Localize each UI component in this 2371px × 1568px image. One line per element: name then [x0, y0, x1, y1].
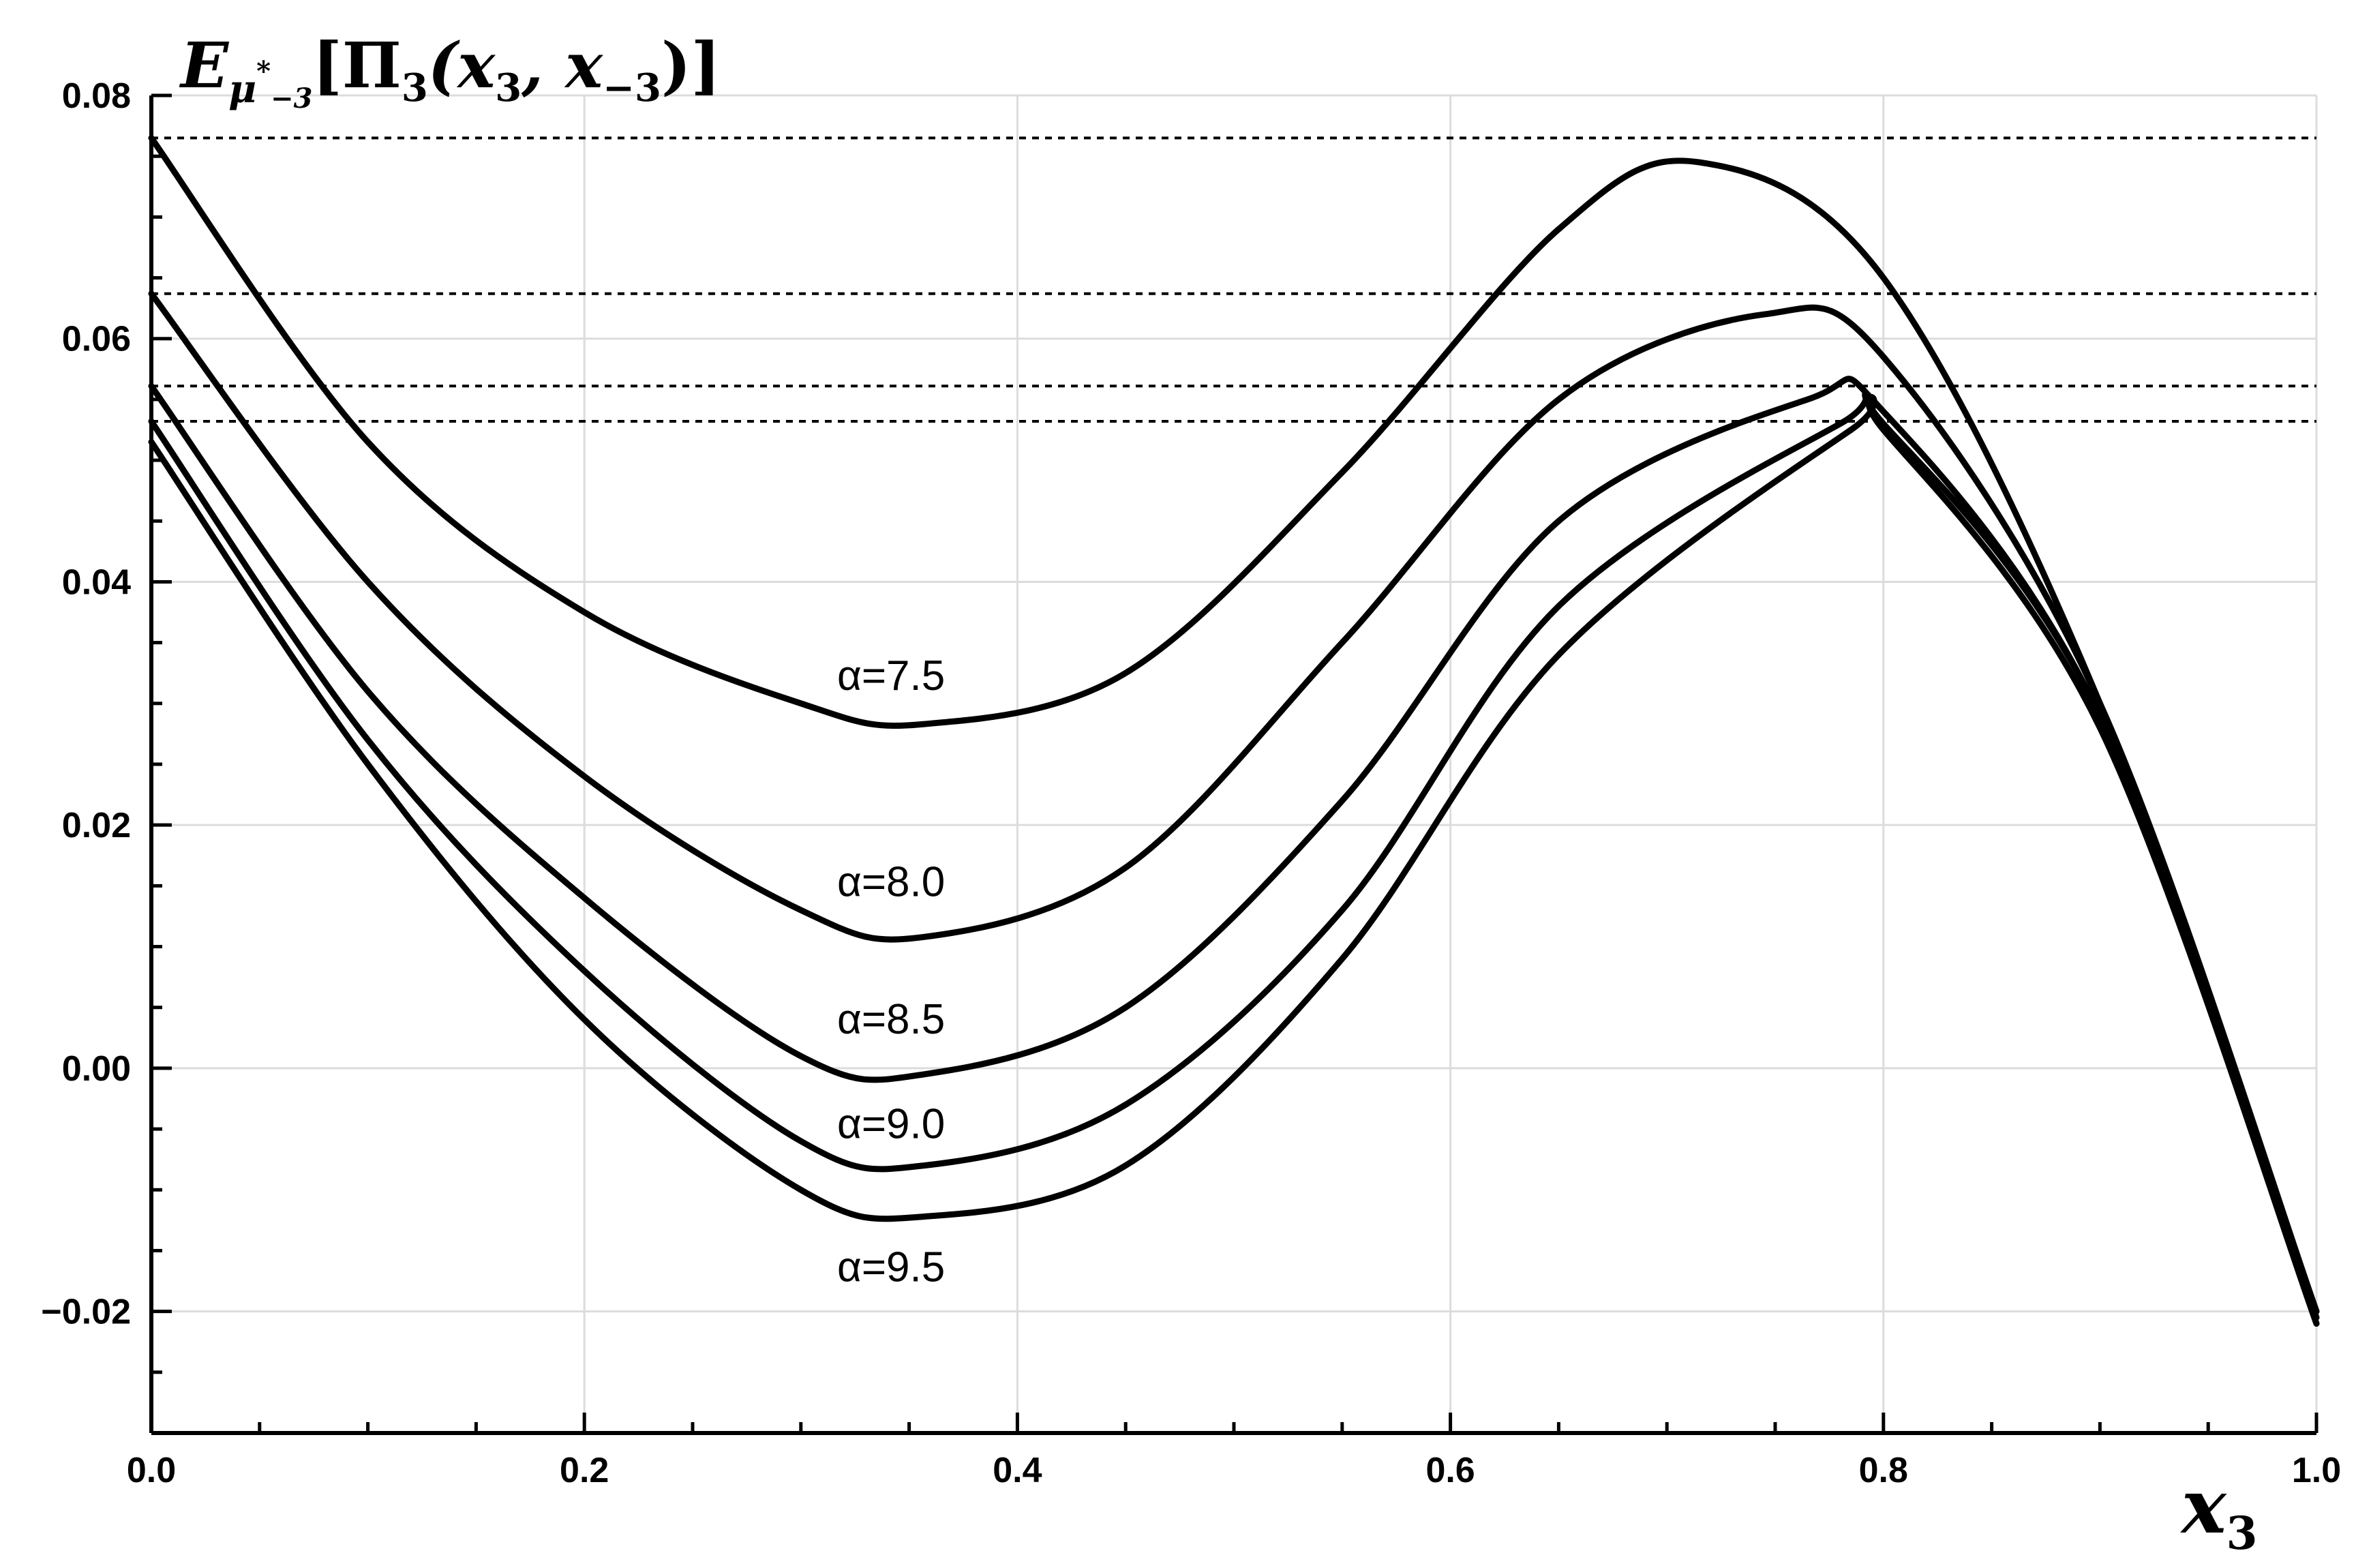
- curve-label: α=8.5: [837, 996, 945, 1043]
- axes: [149, 93, 2319, 1435]
- curve-label: α=9.5: [837, 1244, 945, 1291]
- series-line-4: [148, 391, 2320, 1327]
- x-tick-label: 0.6: [1425, 1451, 1475, 1490]
- y-tick-label: 0.08: [62, 76, 131, 116]
- labels: 0.0 0.2 0.4 0.6 0.8 1.0 −0.02 0.00 0.02 0.04 0.06 0…: [41, 76, 2341, 1490]
- series-line-5: [148, 393, 2320, 1327]
- curve-label: α=7.5: [837, 652, 945, 699]
- y-tick-label: 0.02: [62, 806, 131, 845]
- y-tick-label: −0.02: [41, 1293, 131, 1332]
- x-tick-label: 0.2: [560, 1451, 609, 1490]
- x-tick-label: 0.4: [993, 1451, 1042, 1490]
- y-tick-label: 0.00: [62, 1049, 131, 1089]
- y-tick-label: 0.04: [62, 562, 131, 602]
- reference-lines: [151, 136, 2316, 423]
- series-line-1: [148, 134, 2320, 1315]
- series-line-3: [148, 376, 2320, 1321]
- x-tick-label: 0.0: [127, 1451, 176, 1490]
- curve-label: α=9.0: [837, 1101, 945, 1148]
- x-axis-title: x3: [2180, 1462, 2258, 1560]
- x-tick-label: 1.0: [2292, 1451, 2341, 1490]
- y-tick-label: 0.06: [62, 320, 131, 359]
- y-axis-title: Eμ*−3[Π3(x3, x−3)]: [179, 29, 721, 115]
- curve-label: α=8.0: [837, 858, 945, 905]
- curves: [148, 134, 2320, 1327]
- x-tick-label: 0.8: [1859, 1451, 1908, 1490]
- series-line-2: [148, 290, 2320, 1315]
